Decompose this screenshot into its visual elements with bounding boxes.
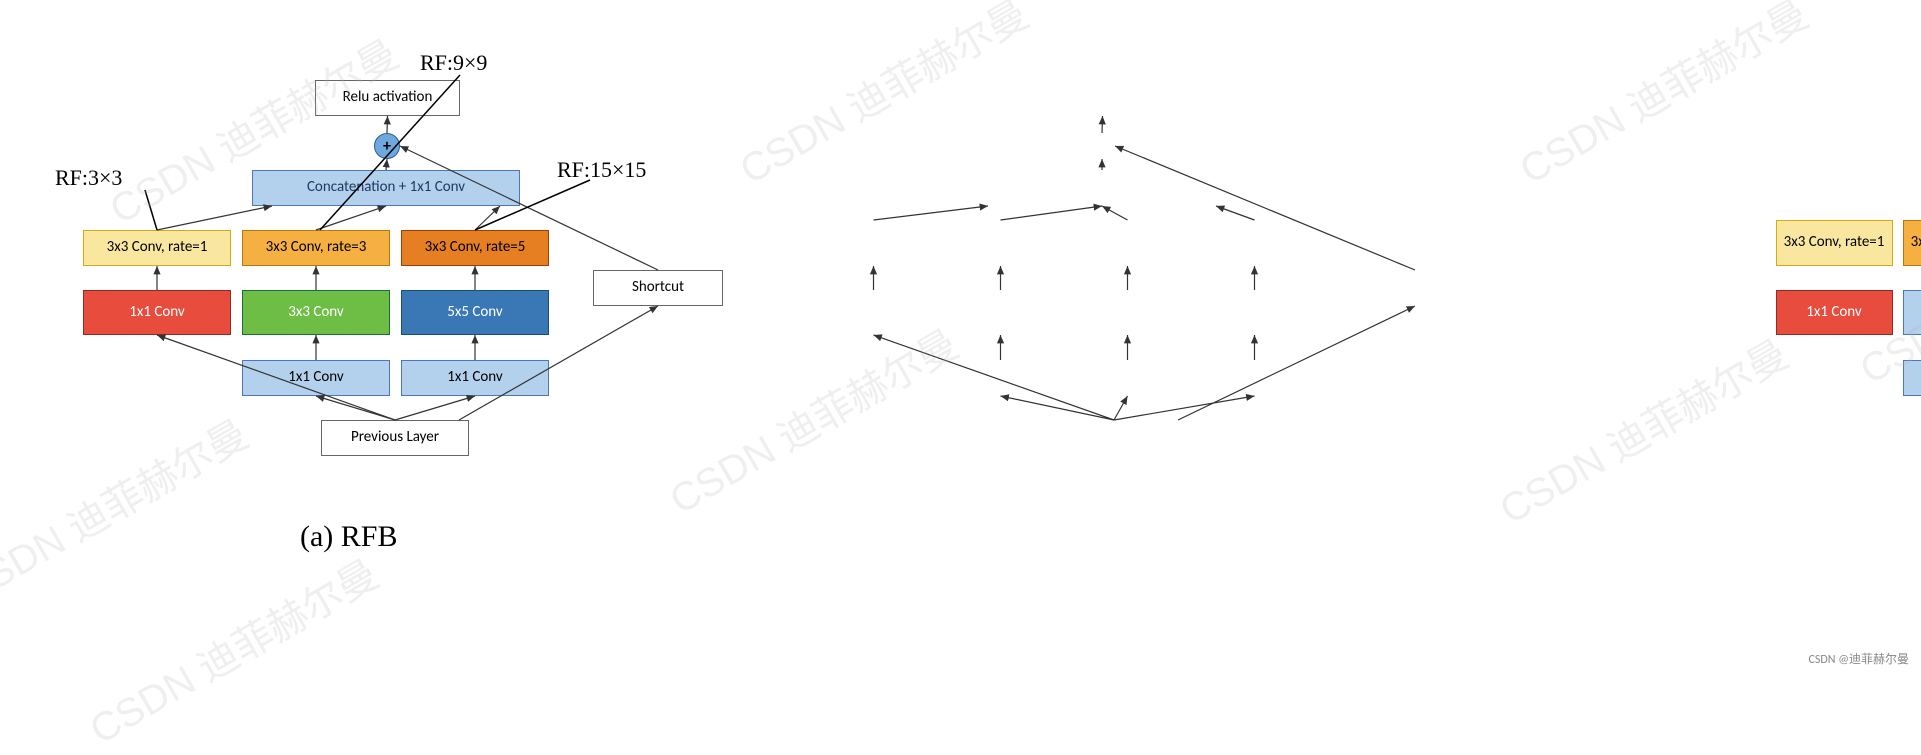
branch1-top: 3x3 Conv, rate=1: [83, 230, 231, 266]
branch2-mid: 1x3 Conv: [1903, 290, 1921, 335]
plus-icon: +: [374, 133, 400, 159]
annotation-rf9: RF:9×9: [420, 50, 487, 76]
annotation-rf15: RF:15×15: [557, 157, 646, 183]
concat-box: Concatenation + 1x1 Conv: [252, 170, 520, 206]
branch3-top: 3x3 Conv, rate=5: [401, 230, 549, 266]
branch2-mid: 3x3 Conv: [242, 290, 390, 335]
branch3-bot: 1x1 Conv: [401, 360, 549, 396]
branch2-top: 3x3 Conv, rate=3: [242, 230, 390, 266]
credit-text: CSDN @迪菲赫尔曼: [1809, 650, 1909, 667]
branch1-mid: 1x1 Conv: [83, 290, 231, 335]
previous-layer: Previous Layer: [321, 420, 469, 456]
branch1-mid: 1x1 Conv: [1776, 290, 1893, 335]
relu-box: Relu activation: [315, 80, 460, 116]
panel-rfbs: Relu activation + Concatenation + 1x1 Co…: [961, 0, 1921, 673]
branch2-top: 3x3 Conv, rate=3: [1903, 220, 1921, 266]
panel-rfb: Relu activation + Concatenation + 1x1 Co…: [0, 0, 961, 673]
branch1-top: 3x3 Conv, rate=1: [1776, 220, 1893, 266]
branch3-mid: 5x5 Conv: [401, 290, 549, 335]
annotation-rf3: RF:3×3: [55, 165, 122, 191]
branch2-bot: 1x1 Conv: [242, 360, 390, 396]
caption-a: (a) RFB: [300, 520, 398, 554]
shortcut-box: Shortcut: [593, 270, 723, 306]
diagram-container: Relu activation + Concatenation + 1x1 Co…: [0, 0, 1921, 673]
branch2-bot: 1x1 Conv: [1903, 360, 1921, 396]
